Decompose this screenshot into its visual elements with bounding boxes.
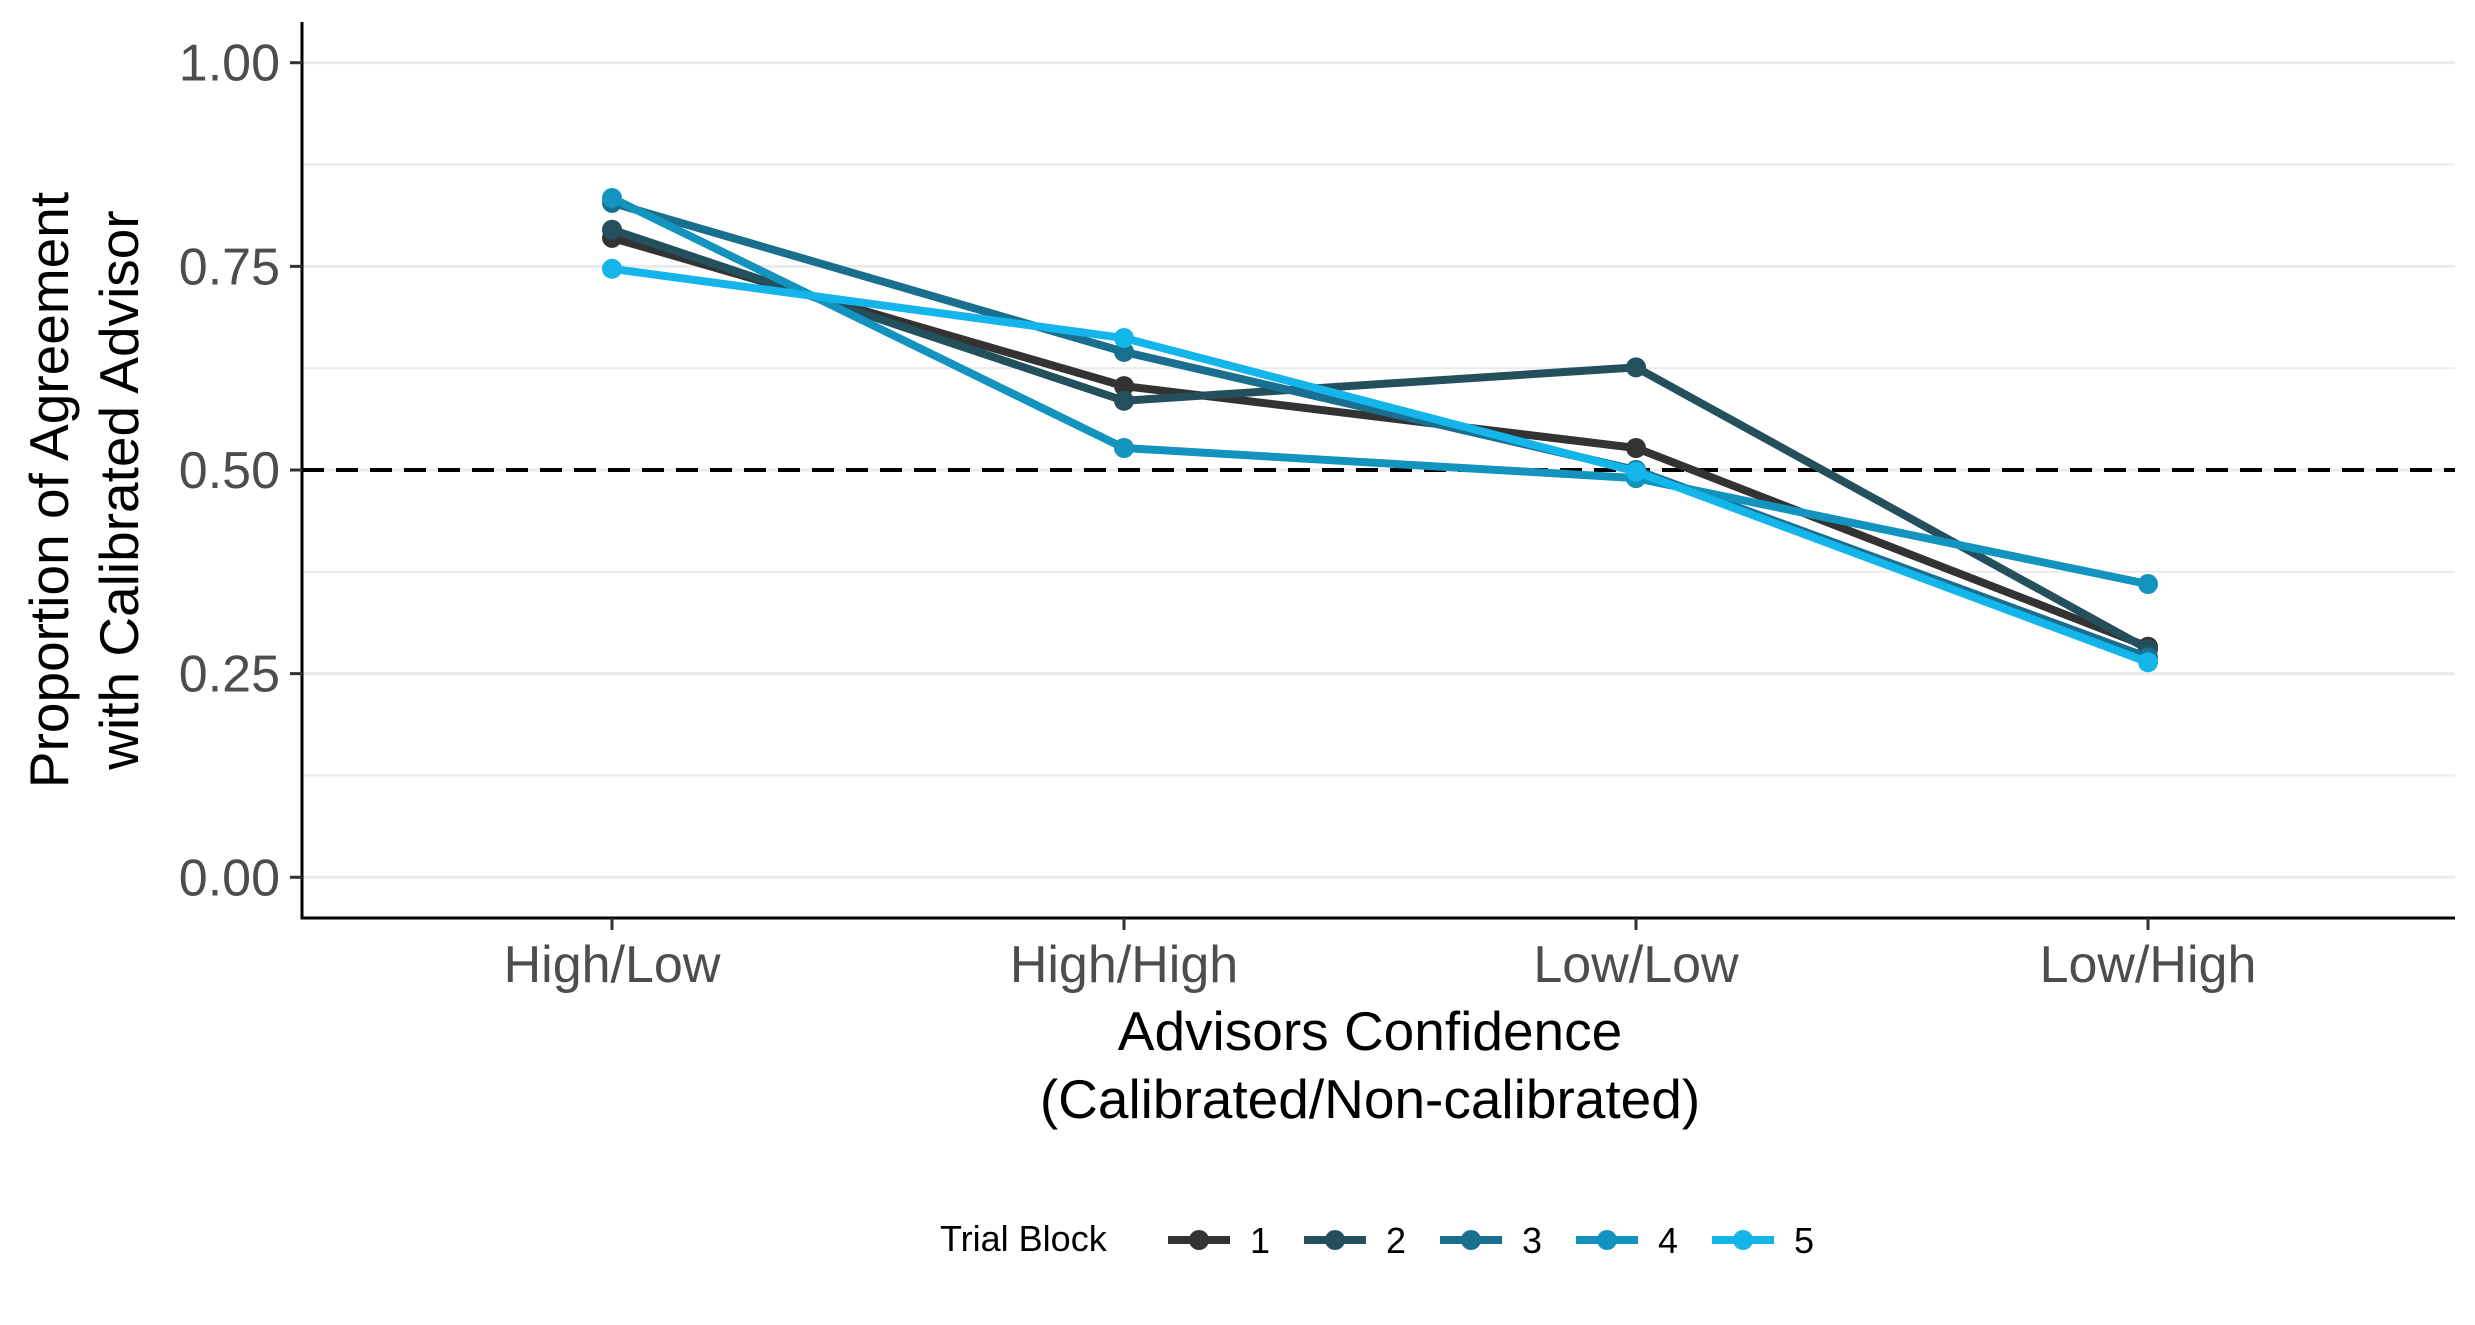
- legend-key-point: [1733, 1230, 1753, 1250]
- y-tick-label: 0.00: [179, 849, 280, 907]
- y-tick-label: 0.75: [179, 238, 280, 296]
- legend: Trial Block 1 2 3 4 5: [940, 1218, 1814, 1261]
- legend-item-2: 2: [1304, 1220, 1406, 1261]
- y-tick-label: 0.50: [179, 442, 280, 500]
- data-point-5-2: [1114, 328, 1134, 349]
- legend-label: 3: [1522, 1220, 1542, 1261]
- y-tick-label: 0.25: [179, 646, 280, 704]
- series-1: [602, 227, 2158, 657]
- legend-key-point: [1461, 1230, 1481, 1250]
- legend-label: 4: [1658, 1220, 1678, 1261]
- data-point-2-2: [1114, 390, 1134, 411]
- series-line-2: [610, 225, 2150, 653]
- legend-item-3: 3: [1440, 1220, 1542, 1261]
- data-point-1-3: [1626, 438, 1646, 459]
- x-tick-label: High/High: [1010, 936, 1238, 994]
- legend-key-point: [1325, 1230, 1345, 1250]
- x-axis-title-line1: Advisors Confidence: [1118, 1000, 1622, 1062]
- series-5: [602, 258, 2158, 673]
- series-3: [602, 192, 2158, 668]
- series-layer: [602, 187, 2158, 673]
- legend-label: 1: [1250, 1220, 1270, 1261]
- x-axis-title-line2: (Calibrated/Non-calibrated): [1040, 1068, 1700, 1130]
- y-tick-label: 1.00: [179, 35, 280, 93]
- data-point-4-4: [2138, 574, 2158, 595]
- data-point-5-3: [1626, 461, 1646, 482]
- y-axis-title-line1: Proportion of Agreement: [18, 192, 80, 788]
- data-point-5-1: [602, 258, 622, 279]
- y-axis-title-line2: with Calibrated Advisor: [88, 210, 150, 770]
- data-point-4-2: [1114, 438, 1134, 459]
- legend-key-point: [1189, 1230, 1209, 1250]
- series-line-5: [611, 264, 2150, 666]
- legend-label: 2: [1386, 1220, 1406, 1261]
- legend-title: Trial Block: [940, 1218, 1108, 1259]
- data-point-5-4: [2138, 652, 2158, 673]
- data-point-3-2: [1114, 341, 1134, 362]
- series-line-4: [610, 194, 2149, 588]
- legend-key-point: [1597, 1230, 1617, 1250]
- data-point-2-3: [1626, 357, 1646, 378]
- data-point-2-1: [602, 219, 622, 240]
- x-tick-label: Low/Low: [1533, 936, 1739, 994]
- legend-label: 5: [1794, 1220, 1814, 1261]
- series-4: [602, 187, 2158, 595]
- legend-item-5: 5: [1712, 1220, 1814, 1261]
- legend-item-1: 1: [1168, 1220, 1270, 1261]
- x-tick-label: Low/High: [2040, 936, 2257, 994]
- series-line-3: [610, 198, 2150, 662]
- series-2: [602, 219, 2158, 660]
- legend-item-4: 4: [1576, 1220, 1678, 1261]
- y-tick-labels: 0.00 0.25 0.50 0.75 1.00: [179, 35, 302, 907]
- data-point-1-2: [1114, 376, 1134, 397]
- x-tick-labels: High/Low High/High Low/Low Low/High: [504, 918, 2257, 994]
- x-tick-label: High/Low: [504, 936, 721, 994]
- data-point-4-1: [602, 187, 622, 208]
